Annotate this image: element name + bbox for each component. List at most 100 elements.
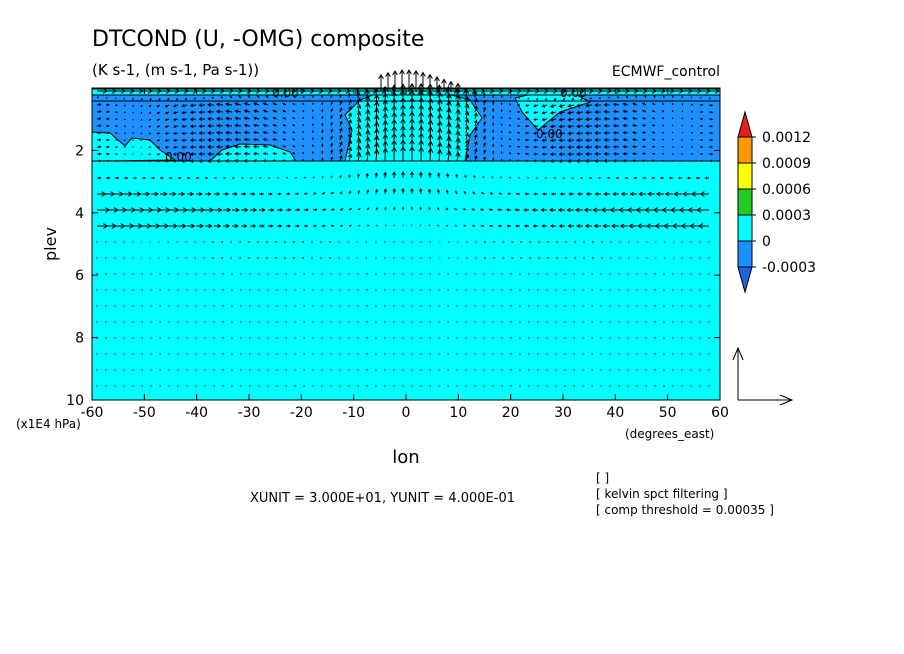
wind-vector: [628, 223, 637, 229]
wind-vector: [690, 273, 692, 275]
wind-vector: [699, 124, 704, 128]
wind-vector: [220, 257, 223, 259]
wind-vector: [186, 353, 188, 355]
wind-vector: [550, 192, 557, 196]
wind-vector: [562, 177, 566, 179]
wind-vector: [538, 241, 541, 243]
colorbar-segment: [737, 188, 753, 216]
wind-vector: [132, 273, 134, 275]
wind-vector: [222, 289, 224, 291]
wind-vector: [262, 130, 269, 135]
wind-vector: [419, 206, 422, 211]
wind-vector: [202, 97, 206, 100]
wind-vector: [321, 353, 323, 355]
wind-vector: [628, 241, 630, 243]
wind-vector: [492, 136, 495, 141]
wind-vector: [455, 94, 461, 106]
wind-vector: [366, 224, 370, 227]
wind-vector: [114, 337, 116, 339]
wind-vector: [516, 110, 521, 113]
wind-vector: [436, 113, 443, 127]
wind-vector: [105, 145, 110, 149]
wind-vector: [96, 385, 98, 387]
wind-vector: [591, 305, 593, 307]
wind-vector: [663, 385, 665, 387]
wind-vector: [564, 321, 566, 323]
wind-vector: [594, 152, 602, 157]
wind-vector: [373, 128, 380, 141]
wind-vector: [555, 353, 557, 355]
wind-vector: [311, 151, 314, 155]
wind-vector: [627, 337, 629, 339]
wind-vector: [537, 273, 539, 275]
wind-vector: [216, 109, 224, 114]
wind-vector: [177, 273, 179, 275]
wind-vector: [229, 95, 233, 99]
wind-vector: [576, 117, 584, 122]
wind-vector: [661, 124, 665, 127]
wind-vector: [384, 385, 386, 387]
wind-vector: [321, 129, 324, 134]
wind-vector: [123, 160, 127, 162]
wind-vector: [189, 159, 197, 163]
wind-vector: [641, 138, 647, 141]
wind-vector: [699, 289, 701, 291]
wind-vector: [420, 305, 422, 307]
wind-vector: [482, 106, 487, 113]
wind-vector: [375, 273, 377, 275]
wind-vector: [564, 353, 566, 355]
wind-vector: [466, 241, 469, 243]
wind-vector: [253, 151, 260, 156]
wind-vector: [357, 224, 361, 227]
wind-vector: [549, 124, 557, 129]
wind-vector: [160, 191, 168, 197]
wind-vector: [672, 369, 674, 371]
wind-vector: [159, 353, 161, 355]
wind-vector: [140, 104, 143, 108]
wind-vector: [537, 305, 539, 307]
wind-vector: [573, 273, 575, 275]
wind-vector: [384, 257, 386, 259]
wind-vector: [612, 109, 620, 114]
wind-vector: [225, 130, 233, 135]
wind-vector: [339, 321, 341, 323]
wind-vector: [654, 273, 656, 275]
wind-vector: [294, 337, 296, 339]
wind-vector: [585, 110, 593, 115]
wind-vector: [140, 111, 143, 114]
wind-vector: [375, 224, 378, 227]
contour-label: 0.00: [165, 150, 192, 164]
wind-vector: [347, 139, 353, 148]
wind-vector: [528, 321, 530, 323]
wind-vector: [356, 145, 362, 155]
wind-vector: [302, 144, 305, 148]
wind-vector: [576, 110, 584, 115]
wind-vector: [140, 118, 143, 121]
wind-vector: [558, 110, 566, 115]
wind-vector: [150, 273, 152, 275]
wind-vector: [156, 111, 161, 114]
colorbar-segment: [737, 214, 753, 242]
wind-vector: [115, 191, 125, 197]
wind-vector: [195, 353, 197, 355]
wind-vector: [356, 124, 362, 134]
wind-vector: [114, 385, 116, 387]
wind-vector: [519, 369, 521, 371]
wind-vector: [401, 206, 405, 211]
wind-vector: [151, 223, 161, 229]
wind-vector: [339, 141, 343, 148]
wind-vector: [337, 257, 340, 259]
wind-vector: [140, 97, 143, 101]
wind-vector: [654, 353, 656, 355]
wind-vector: [105, 321, 107, 323]
wind-vector: [339, 273, 341, 275]
wind-vector: [699, 273, 701, 275]
wind-vector: [282, 102, 287, 106]
wind-vector: [515, 192, 521, 196]
wind-vector: [436, 127, 443, 141]
wind-vector: [594, 131, 602, 136]
wind-vector: [524, 192, 530, 196]
wind-vector: [339, 127, 343, 134]
wind-vector: [311, 137, 314, 141]
wind-vector: [198, 124, 206, 129]
